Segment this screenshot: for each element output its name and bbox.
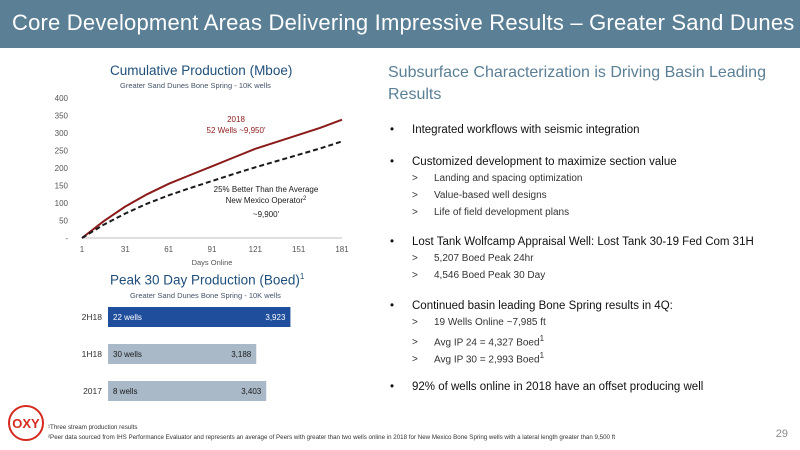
sub-bullet: > Landing and spacing optimization bbox=[412, 173, 582, 184]
bullet-marker: • bbox=[390, 156, 395, 168]
bar-wells-label: 8 wells bbox=[113, 387, 137, 396]
y-tick-label: 150 bbox=[55, 182, 69, 191]
bar-wells-label: 22 wells bbox=[113, 313, 142, 322]
sub-bullet: > Avg IP 24 = 4,327 Boed1 bbox=[412, 334, 544, 348]
sub-bullet-text: 19 Wells Online ~7,985 ft bbox=[434, 317, 546, 328]
bullet-item: • Continued basin leading Bone Spring res… bbox=[390, 300, 673, 312]
footnote-ref: 1 bbox=[539, 334, 545, 343]
annotation-peer-length: ~9,900' bbox=[253, 210, 280, 219]
bar bbox=[108, 344, 257, 364]
x-tick-label: 31 bbox=[121, 245, 130, 254]
footnote-1: ¹Three stream production results bbox=[48, 424, 138, 431]
bullet-marker: • bbox=[390, 124, 395, 136]
peer-average-line bbox=[81, 140, 343, 239]
y-tick-label: - bbox=[65, 234, 68, 243]
sub-marker: > bbox=[412, 270, 418, 281]
footnote-ref: 1 bbox=[539, 351, 545, 360]
sub-bullet-text: Life of field development plans bbox=[434, 207, 570, 218]
oxy-logo: OXY bbox=[8, 405, 44, 441]
bar-chart-subtitle: Greater Sand Dunes Bone Spring - 10K wel… bbox=[130, 291, 281, 300]
bar-chart-title: Peak 30 Day Production (Boed)1 bbox=[110, 272, 304, 288]
bullet-text: Integrated workflows with seismic integr… bbox=[412, 124, 640, 136]
sub-bullet-text: Avg IP 24 = 4,327 Boed bbox=[434, 337, 540, 349]
bar-chart-title-sup: 1 bbox=[299, 272, 305, 281]
x-axis-label: Days Online bbox=[192, 258, 233, 267]
x-tick-label: 151 bbox=[292, 245, 306, 254]
bar-wells-label: 30 wells bbox=[113, 350, 142, 359]
bullet-marker: • bbox=[390, 381, 395, 393]
sub-bullet: > Life of field development plans bbox=[412, 207, 569, 218]
logo-text: OXY bbox=[12, 416, 40, 431]
bar bbox=[108, 307, 291, 327]
header-bar: Core Development Areas Delivering Impres… bbox=[0, 0, 800, 48]
y-tick-label: 350 bbox=[55, 112, 69, 121]
sub-bullet-text: Value-based well designs bbox=[434, 190, 547, 201]
annotation-2018-label: 2018 bbox=[227, 115, 245, 124]
bullet-item: • Customized development to maximize sect… bbox=[390, 156, 677, 168]
bullet-marker: • bbox=[390, 300, 395, 312]
x-tick-label: 1 bbox=[80, 245, 85, 254]
x-tick-label: 121 bbox=[249, 245, 263, 254]
x-tick-label: 61 bbox=[164, 245, 173, 254]
annotation-2018-wells: 52 Wells ~9,950' bbox=[207, 126, 266, 135]
sub-marker: > bbox=[412, 207, 418, 218]
bullet-item: • Integrated workflows with seismic integ… bbox=[390, 124, 640, 136]
x-tick-label: 181 bbox=[335, 245, 349, 254]
sub-marker: > bbox=[412, 354, 418, 366]
y-tick-label: 200 bbox=[55, 164, 69, 173]
bar-category-label: 2017 bbox=[83, 386, 102, 396]
bullet-item: • 92% of wells online in 2018 have an off… bbox=[390, 381, 703, 393]
bar-value-label: 3,403 bbox=[241, 387, 262, 396]
y-tick-label: 250 bbox=[55, 147, 69, 156]
sub-bullet-text: Landing and spacing optimization bbox=[434, 173, 583, 184]
y-tick-label: 50 bbox=[59, 217, 68, 226]
bar-category-label: 2H18 bbox=[82, 312, 103, 322]
bar bbox=[108, 381, 267, 401]
line-chart-subtitle: Greater Sand Dunes Bone Spring - 10K wel… bbox=[120, 81, 271, 90]
y-tick-label: 300 bbox=[55, 129, 69, 138]
bullet-text: Customized development to maximize secti… bbox=[412, 156, 677, 168]
annotation-footnote-ref: 2 bbox=[303, 196, 307, 202]
sub-marker: > bbox=[412, 190, 418, 201]
sub-bullet: > Value-based well designs bbox=[412, 190, 547, 201]
bullet-item: • Lost Tank Wolfcamp Appraisal Well: Lost… bbox=[390, 236, 754, 248]
page-number: 29 bbox=[775, 428, 788, 440]
bullet-text: 92% of wells online in 2018 have an offs… bbox=[412, 381, 704, 393]
sub-marker: > bbox=[412, 337, 418, 349]
bar-category-label: 1H18 bbox=[82, 349, 103, 359]
annotation-peer-label: 25% Better Than the Average bbox=[214, 185, 319, 194]
sub-bullet-text: 5,207 Boed Peak 24hr bbox=[434, 253, 534, 264]
line-chart-title: Cumulative Production (Mboe) bbox=[110, 63, 293, 78]
bullet-text: Lost Tank Wolfcamp Appraisal Well: Lost … bbox=[412, 236, 754, 248]
sub-marker: > bbox=[412, 173, 418, 184]
bullet-text: Continued basin leading Bone Spring resu… bbox=[412, 300, 673, 312]
y-tick-label: 100 bbox=[55, 199, 69, 208]
bar-chart-title-text: Peak 30 Day Production (Boed) bbox=[110, 272, 300, 288]
bar-value-label: 3,188 bbox=[231, 350, 252, 359]
footnote-2: ²Peer data sourced from IHS Performance … bbox=[48, 434, 616, 441]
sub-bullet-text: Avg IP 30 = 2,993 Boed bbox=[434, 354, 540, 366]
sub-bullet: >5,207 Boed Peak 24hr bbox=[412, 253, 534, 264]
section-heading: Subsurface Characterization is Driving B… bbox=[388, 64, 766, 103]
sub-bullet-text: 4,546 Boed Peak 30 Day bbox=[434, 270, 546, 281]
sub-marker: > bbox=[412, 317, 418, 328]
peak-production-chart: 2H18 22 wells 3,923 1H18 30 wells 3,188 2017 8 … bbox=[82, 307, 291, 401]
sub-marker: > bbox=[412, 253, 418, 264]
sub-bullet: >4,546 Boed Peak 30 Day bbox=[412, 270, 545, 281]
x-tick-label: 91 bbox=[208, 245, 217, 254]
y-tick-label: 400 bbox=[55, 94, 69, 103]
sub-bullet: >19 Wells Online ~7,985 ft bbox=[412, 317, 546, 328]
page-title: Core Development Areas Delivering Impres… bbox=[12, 10, 795, 35]
series-2018-line bbox=[81, 118, 343, 239]
cumulative-production-chart: - 50 100 150 200 250 300 350 400 1 31 61 91 121 151 181… bbox=[55, 94, 350, 267]
annotation-peer-operator: New Mexico Operator2 bbox=[226, 196, 307, 205]
bullet-marker: • bbox=[390, 236, 395, 248]
sub-bullet: > Avg IP 30 = 2,993 Boed1 bbox=[412, 351, 544, 365]
bar-value-label: 3,923 bbox=[265, 313, 286, 322]
